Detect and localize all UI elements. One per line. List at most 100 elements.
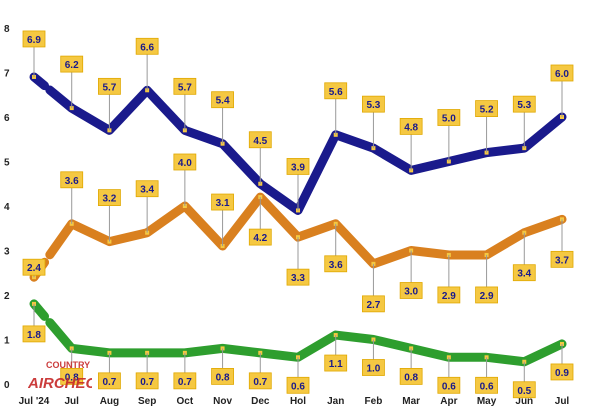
data-label: 3.4 [140,185,154,196]
x-tick-label: Apr [440,396,457,407]
data-label: 0.7 [140,377,154,388]
data-label-box [437,109,461,126]
data-label: 4.5 [253,136,267,147]
data-label-box [60,55,84,73]
series-lines [29,72,567,367]
data-label: 0.8 [216,372,230,383]
x-tick-label: Jul '24 [19,396,50,407]
y-tick-label: 0 [4,380,10,391]
data-label: 3.6 [329,260,343,271]
y-tick-label: 6 [4,113,10,124]
data-label-box [512,95,536,113]
data-label: 0.7 [102,377,116,388]
data-label-box [211,193,234,211]
data-label-box [173,372,197,390]
x-tick-label: Hol [290,396,306,407]
svg-text:COUNTRY: COUNTRY [46,360,90,370]
axes: 0 1 2 3 4 5 6 7 8 Jul '24 Jul Aug Sep Oct Nov Dec Hol Jan… [4,24,569,407]
data-label: 0.8 [404,372,418,383]
data-label-box [98,372,121,390]
data-label-box [248,372,272,390]
y-tick-label: 8 [4,24,10,35]
x-tick-label: Jan [327,396,344,407]
data-label: 2.9 [480,291,494,302]
x-tick-label: Mar [402,396,420,407]
x-tick-label: Feb [365,396,383,407]
data-label-box [286,376,310,394]
data-label: 3.4 [517,269,531,280]
data-label-box [324,255,348,273]
data-label: 1.1 [329,359,343,370]
data-label: 3.2 [102,194,116,205]
data-label: 6.2 [65,60,79,71]
y-tick-label: 7 [4,69,10,80]
data-label: 0.7 [253,377,267,388]
data-label-box [362,95,385,113]
data-label: 2.4 [27,263,41,274]
data-label: 3.7 [555,255,569,266]
x-tick-label: Aug [100,396,119,407]
data-label-box [98,77,121,95]
data-label: 3.0 [404,287,418,298]
data-label-box [399,118,423,135]
data-label-box [475,100,498,117]
data-label-box [399,367,423,385]
data-label-box [399,282,423,299]
data-label-box [248,228,272,246]
data-label: 5.7 [178,82,192,93]
data-label: 4.8 [404,122,418,133]
data-label: 6.0 [555,69,569,80]
country-aircheck-logo: COUNTRY AIRCHECK [28,360,92,392]
data-label-box [512,381,536,399]
data-label: 2.9 [442,291,456,302]
data-label-box [550,363,574,381]
svg-text:AIRCHECK: AIRCHECK [28,375,92,392]
data-label-box [362,359,385,376]
data-label: 3.3 [291,273,305,284]
data-label-box [324,354,348,372]
data-label: 3.9 [291,162,305,173]
data-label: 1.8 [27,330,41,341]
data-label-box [60,367,84,385]
data-label: 5.6 [329,87,343,98]
data-label-box [22,325,46,343]
data-label-box [512,264,536,282]
data-label-box [135,180,159,198]
x-tick-label: Jul [64,396,79,407]
data-label-box [211,367,234,385]
data-label: 5.7 [102,82,116,93]
data-label: 0.6 [480,381,494,392]
data-label: 6.9 [27,35,41,46]
data-label: 5.2 [480,105,494,116]
data-label: 5.3 [366,100,380,111]
data-label: 0.6 [291,381,305,392]
x-tick-label: Jun [515,396,533,407]
data-label-box [248,131,272,149]
data-labels: 6.9 6.2 5.7 6.6 5.7 5.4 4.5 3.9 5.6 5.3 4.8 5.0 5.2 5… [22,30,574,399]
data-label: 2.7 [366,300,380,311]
data-label-box [286,158,310,175]
data-label: 0.5 [517,386,531,397]
data-label-box [135,37,159,55]
x-tick-label: Oct [177,396,194,407]
data-label-box [475,286,498,304]
data-label-box [475,376,498,394]
data-label: 4.0 [178,158,192,169]
data-label-box [22,30,46,48]
data-label-box [173,77,197,95]
data-label: 3.6 [65,176,79,187]
data-label: 0.9 [555,368,569,379]
data-label-box [437,286,461,304]
data-label: 0.8 [65,372,79,383]
data-label: 6.6 [140,42,154,53]
data-label: 1.0 [366,364,380,375]
data-label: 0.6 [442,381,456,392]
data-label-box [173,153,197,171]
data-label-box [324,82,348,100]
data-label: 3.1 [216,198,230,209]
y-tick-label: 1 [4,336,10,347]
data-label-box [98,189,121,207]
x-tick-label: Dec [251,396,270,407]
